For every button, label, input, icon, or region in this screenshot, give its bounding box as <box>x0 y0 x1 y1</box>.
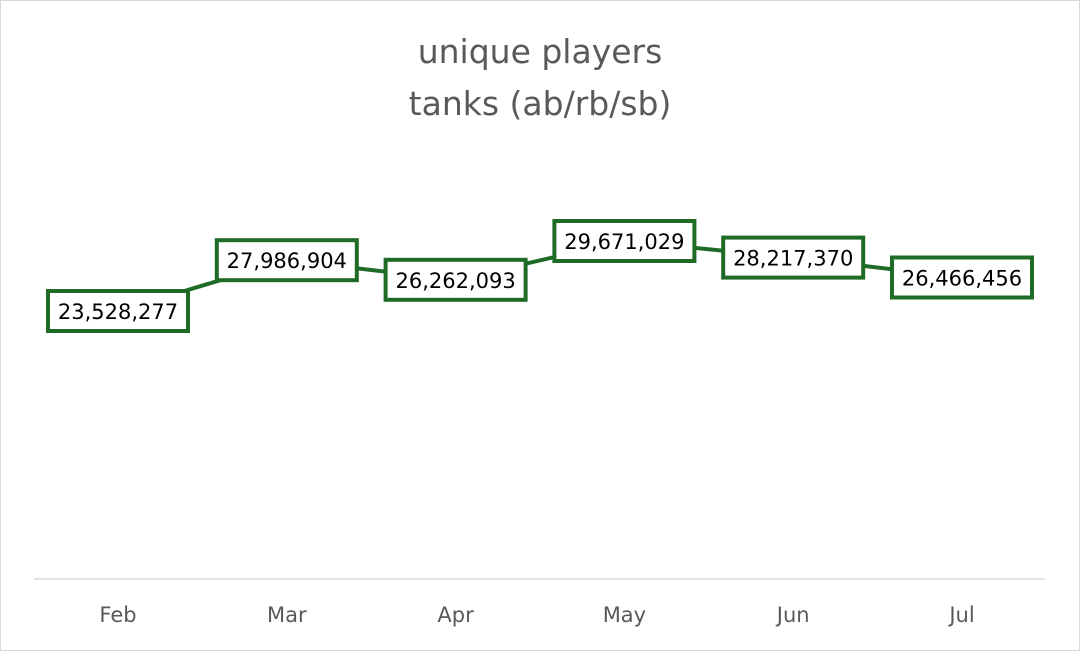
data-label-box <box>721 235 866 280</box>
chart-title-line-2: tanks (ab/rb/sb) <box>408 84 672 123</box>
data-label: 29,671,029 <box>564 230 684 254</box>
data-label-box <box>46 289 190 333</box>
data-point-apr: 26,262,093 <box>383 257 528 302</box>
data-point-may: 29,671,029 <box>552 219 697 263</box>
data-label-box <box>214 238 359 283</box>
x-tick-label: Jul <box>947 603 974 627</box>
data-label: 23,528,277 <box>58 300 178 324</box>
data-label-box <box>383 257 528 302</box>
x-tick-label: Mar <box>267 603 307 627</box>
x-tick-label: Apr <box>437 603 474 627</box>
data-point-jul: 26,466,456 <box>890 255 1034 300</box>
x-tick-label: Feb <box>99 603 136 627</box>
data-point-jun: 28,217,370 <box>721 235 866 280</box>
data-label: 26,262,093 <box>395 269 515 293</box>
data-point-feb: 23,528,277 <box>46 289 190 333</box>
data-label-box <box>552 219 697 263</box>
data-label: 28,217,370 <box>733 247 853 271</box>
data-label-box <box>890 255 1034 300</box>
data-point-mar: 27,986,904 <box>214 238 359 283</box>
chart-title-line-1: unique players <box>417 32 663 71</box>
data-label: 27,986,904 <box>227 249 347 273</box>
x-tick-label: May <box>603 603 646 627</box>
data-label: 26,466,456 <box>902 267 1022 291</box>
x-tick-label: Jun <box>775 603 810 627</box>
